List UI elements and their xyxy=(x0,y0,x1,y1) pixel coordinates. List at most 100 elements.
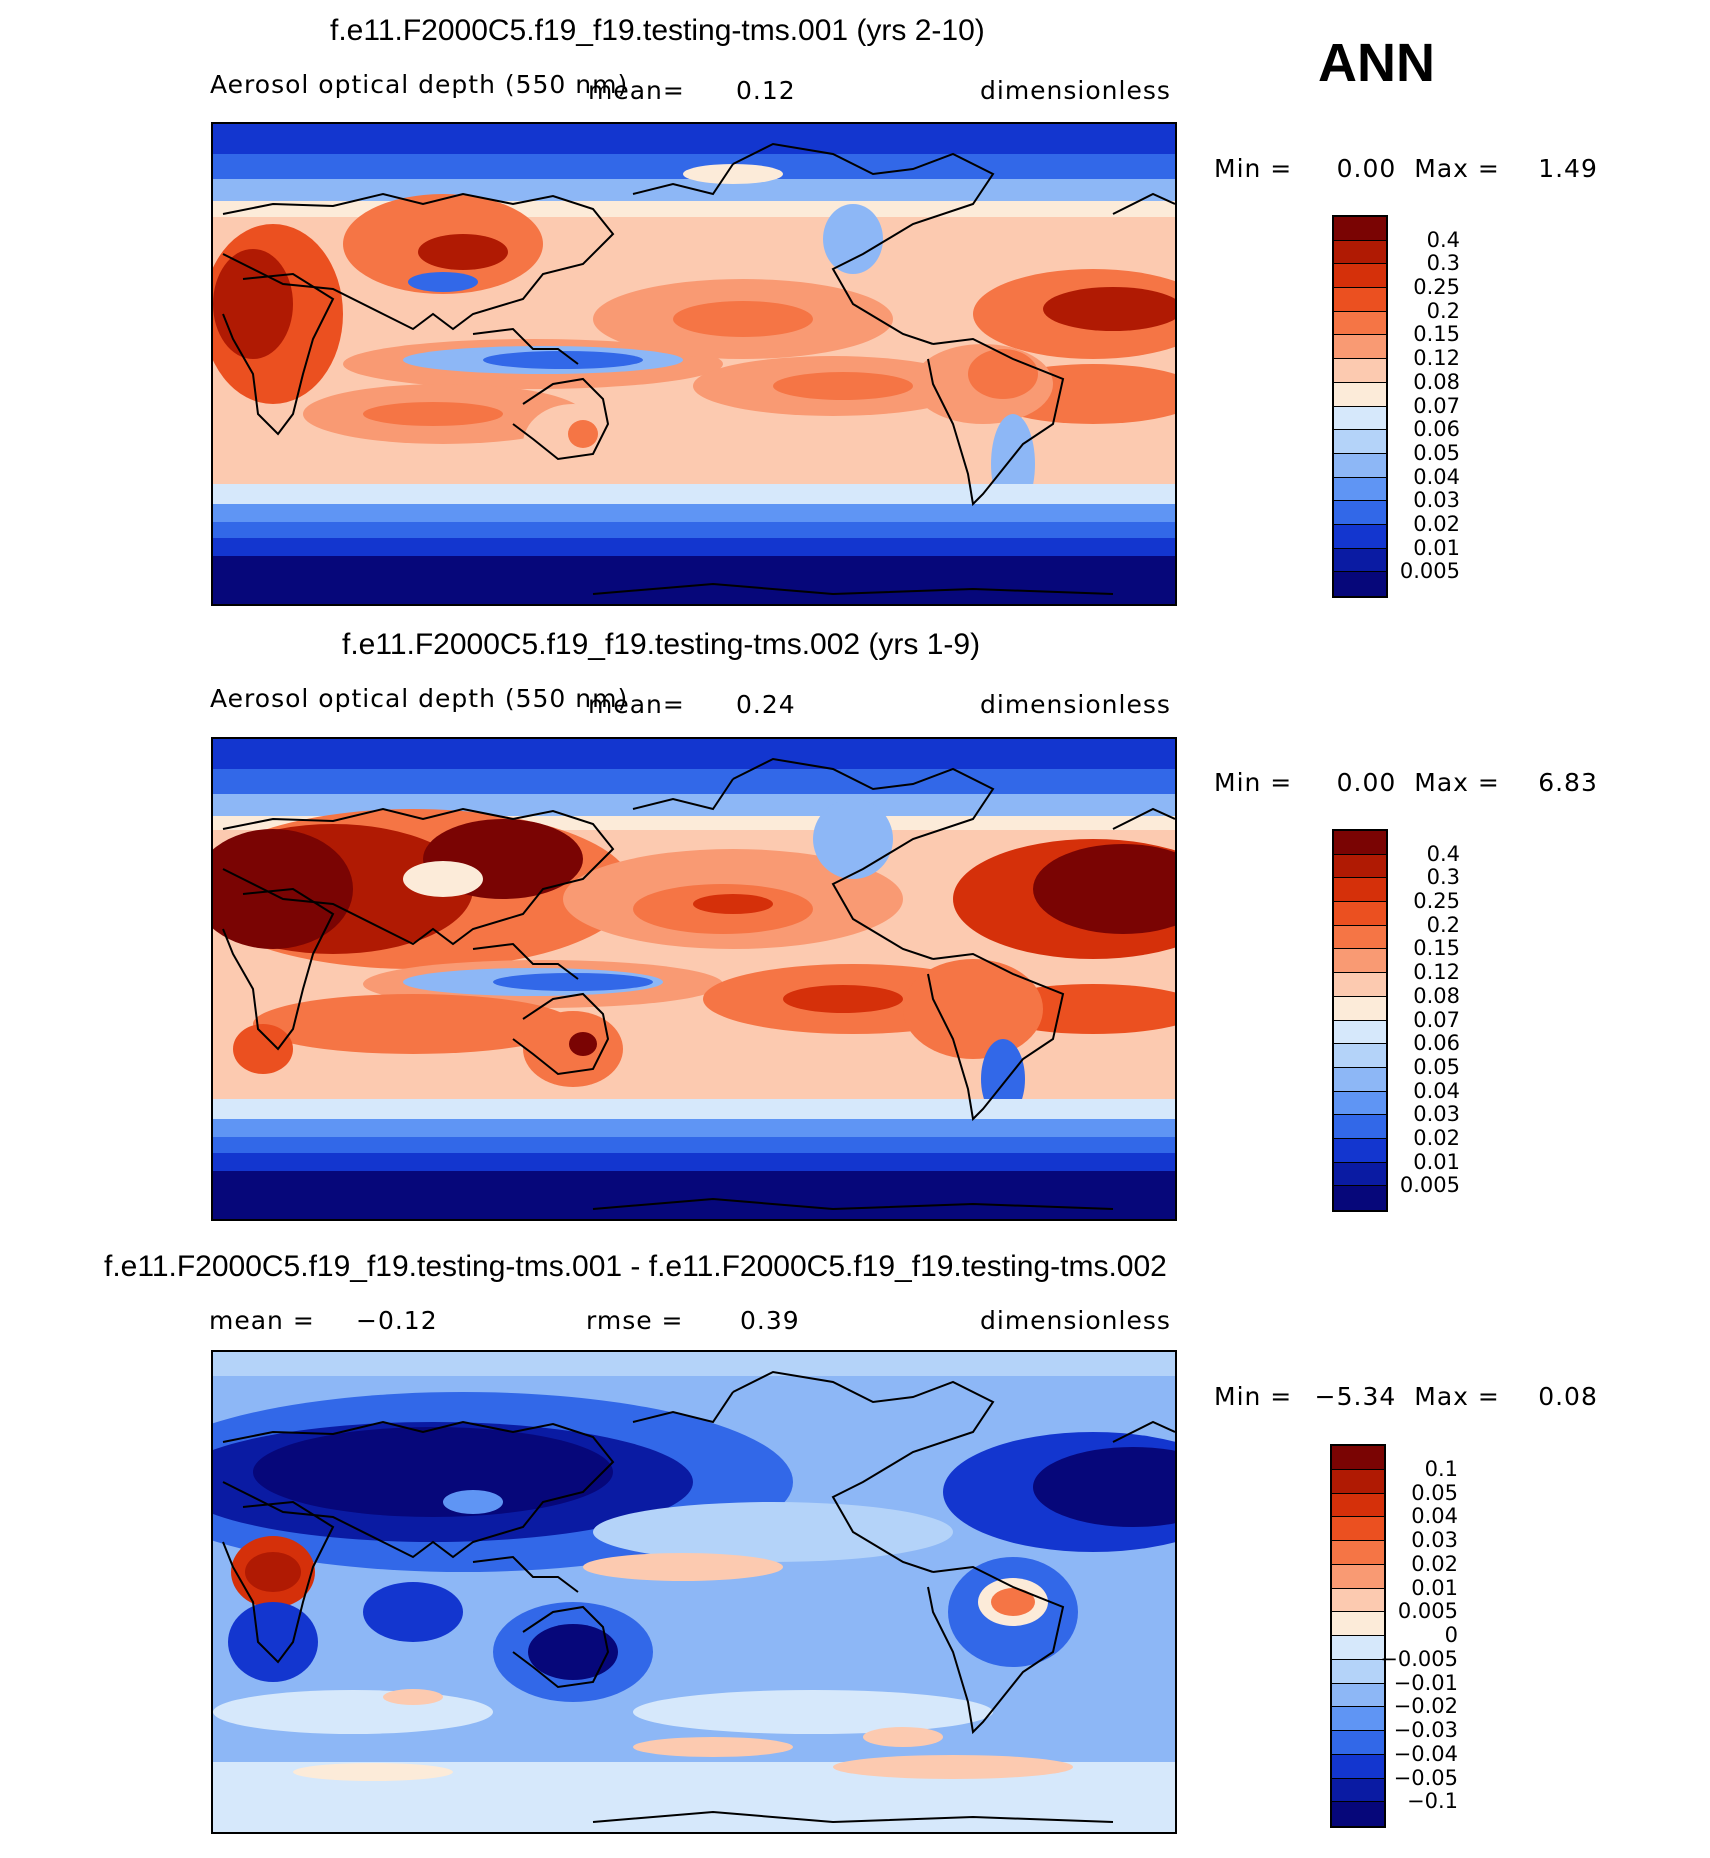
panel1-mean-value: 0.12 xyxy=(736,76,796,105)
panel2-colorbar xyxy=(1332,829,1388,1212)
panel1-title: f.e11.F2000C5.f19_f19.testing-tms.001 (y… xyxy=(330,14,985,47)
colorbar-label: −0.01 xyxy=(1393,1670,1458,1695)
colorbar-swatch xyxy=(1334,1067,1386,1092)
colorbar-label: 0.1 xyxy=(1424,1456,1458,1481)
panel1-min-value: 0.00 xyxy=(1336,154,1397,183)
colorbar-swatch xyxy=(1334,949,1386,974)
colorbar-swatch xyxy=(1334,217,1386,241)
colorbar-swatch xyxy=(1334,264,1386,289)
panel3-colorbar xyxy=(1330,1444,1386,1828)
colorbar-swatch xyxy=(1334,902,1386,926)
panel3-mean-label: mean = xyxy=(209,1306,315,1335)
colorbar-swatch xyxy=(1334,1162,1386,1187)
panel1-min-label: Min = xyxy=(1214,154,1293,183)
colorbar-swatch xyxy=(1332,1754,1384,1779)
colorbar-label: 0.04 xyxy=(1411,1504,1458,1529)
panel3-min-label: Min = xyxy=(1214,1382,1293,1411)
colorbar-swatch xyxy=(1332,1636,1384,1660)
colorbar-label: 0.12 xyxy=(1413,346,1460,371)
panel3-max-value: 0.08 xyxy=(1538,1382,1598,1411)
colorbar-label: 0.15 xyxy=(1413,936,1460,961)
colorbar-swatch xyxy=(1334,501,1386,525)
colorbar-label: 0.4 xyxy=(1426,227,1460,252)
colorbar-swatch xyxy=(1334,1020,1386,1045)
colorbar-swatch xyxy=(1334,382,1386,407)
colorbar-label: 0.05 xyxy=(1411,1480,1458,1505)
panel3-rmse-label: rmse = xyxy=(586,1306,684,1335)
colorbar-label: 0.05 xyxy=(1413,440,1460,465)
colorbar-swatch xyxy=(1334,430,1386,454)
panel1-map xyxy=(211,122,1177,606)
colorbar-label: 0.03 xyxy=(1413,488,1460,513)
colorbar-label: 0.25 xyxy=(1413,889,1460,914)
colorbar-swatch xyxy=(1332,1612,1384,1636)
colorbar-swatch xyxy=(1334,453,1386,478)
panel2-title: f.e11.F2000C5.f19_f19.testing-tms.002 (y… xyxy=(342,628,981,661)
colorbar-swatch xyxy=(1334,1091,1386,1116)
colorbar-label: 0.01 xyxy=(1413,535,1460,560)
colorbar-swatch xyxy=(1332,1683,1384,1708)
panel3-min-value: −5.34 xyxy=(1314,1382,1397,1411)
colorbar-swatch xyxy=(1332,1517,1384,1541)
colorbar-swatch xyxy=(1334,477,1386,502)
colorbar-label: 0.03 xyxy=(1413,1102,1460,1127)
colorbar-swatch xyxy=(1332,1446,1384,1470)
colorbar-swatch xyxy=(1332,1469,1384,1494)
colorbar-label: −0.05 xyxy=(1393,1765,1458,1790)
panel2-mean-value: 0.24 xyxy=(736,690,796,719)
colorbar-swatch xyxy=(1334,524,1386,549)
colorbar-label: 0.02 xyxy=(1413,1125,1460,1150)
panel3-title: f.e11.F2000C5.f19_f19.testing-tms.001 - … xyxy=(104,1250,1167,1283)
panel2-min-label: Min = xyxy=(1214,768,1293,797)
panel1-colorbar xyxy=(1332,215,1388,598)
colorbar-label: 0 xyxy=(1444,1623,1458,1647)
panel1-variable: Aerosol optical depth (550 nm) xyxy=(210,70,629,99)
colorbar-label: 0.04 xyxy=(1413,464,1460,489)
colorbar-label: 0.07 xyxy=(1413,1007,1460,1032)
panel1-max-value: 1.49 xyxy=(1538,154,1598,183)
season-label: ANN xyxy=(1318,33,1435,93)
colorbar-swatch xyxy=(1334,240,1386,265)
panel2-max-label: Max = xyxy=(1414,768,1500,797)
colorbar-swatch xyxy=(1334,854,1386,879)
colorbar-label: 0.03 xyxy=(1411,1528,1458,1552)
colorbar-label: 0.05 xyxy=(1413,1054,1460,1079)
colorbar-label: 0.2 xyxy=(1426,298,1460,323)
panel2-max-value: 6.83 xyxy=(1538,768,1598,797)
colorbar-swatch xyxy=(1334,831,1386,855)
colorbar-label: 0.3 xyxy=(1426,251,1460,276)
colorbar-label: −0.04 xyxy=(1393,1741,1458,1766)
panel2-units: dimensionless xyxy=(980,690,1171,719)
colorbar-label: 0.4 xyxy=(1426,841,1460,866)
colorbar-label: 0.07 xyxy=(1413,393,1460,418)
panel3-units: dimensionless xyxy=(980,1306,1171,1335)
panel1-units: dimensionless xyxy=(980,76,1171,105)
colorbar-swatch xyxy=(1334,878,1386,903)
colorbar-swatch xyxy=(1334,973,1386,997)
panel1-minmax: Min = 0.00 Max = 1.49 xyxy=(1214,154,1598,183)
colorbar-swatch xyxy=(1334,925,1386,950)
colorbar-swatch xyxy=(1332,1731,1384,1755)
colorbar-label: 0.005 xyxy=(1399,1173,1460,1198)
colorbar-label: 0.06 xyxy=(1413,1031,1460,1056)
colorbar-label: 0.02 xyxy=(1411,1551,1458,1576)
colorbar-swatch xyxy=(1334,1186,1386,1210)
colorbar-swatch xyxy=(1334,1138,1386,1163)
colorbar-swatch xyxy=(1332,1493,1384,1518)
colorbar-swatch xyxy=(1332,1541,1384,1565)
colorbar-label: −0.1 xyxy=(1407,1789,1458,1814)
colorbar-swatch xyxy=(1334,311,1386,336)
colorbar-swatch xyxy=(1334,548,1386,573)
colorbar-swatch xyxy=(1332,1659,1384,1684)
colorbar-label: −0.005 xyxy=(1380,1646,1458,1671)
colorbar-label: 0.02 xyxy=(1413,511,1460,536)
colorbar-label: 0.15 xyxy=(1413,322,1460,347)
colorbar-swatch xyxy=(1334,1115,1386,1139)
colorbar-label: 0.2 xyxy=(1426,912,1460,937)
panel2-variable: Aerosol optical depth (550 nm) xyxy=(210,684,629,713)
colorbar-swatch xyxy=(1334,1044,1386,1068)
panel1-mean-label: mean= xyxy=(588,76,685,105)
colorbar-swatch xyxy=(1332,1707,1384,1731)
colorbar-swatch xyxy=(1334,359,1386,383)
colorbar-swatch xyxy=(1334,572,1386,596)
